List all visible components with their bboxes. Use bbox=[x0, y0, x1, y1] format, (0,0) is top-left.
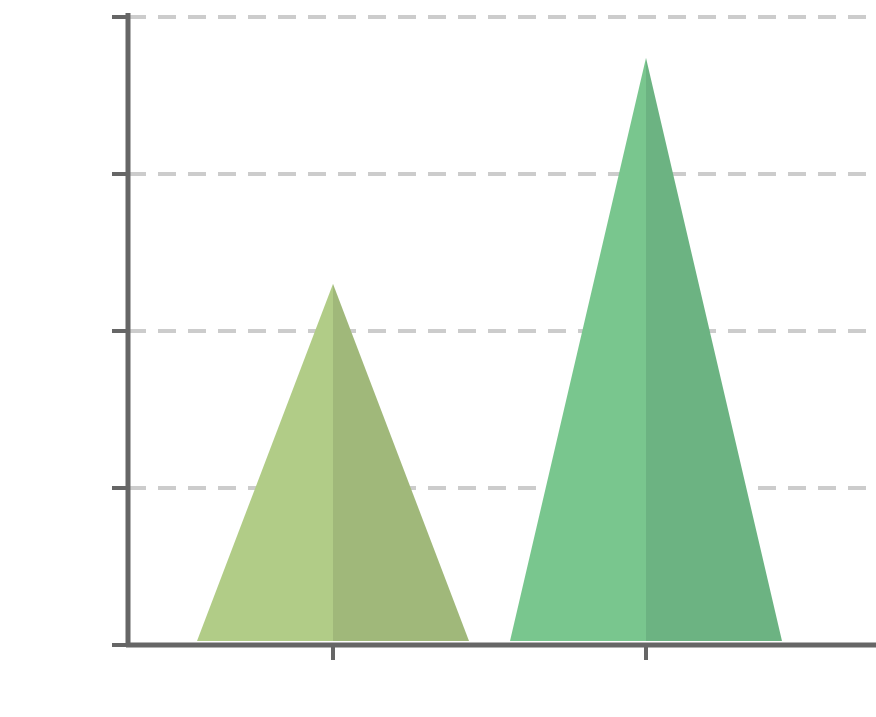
pyramid-right bbox=[646, 57, 782, 641]
pyramid-right bbox=[333, 283, 469, 641]
pyramid-left bbox=[197, 283, 333, 641]
pyramid-left bbox=[510, 57, 646, 641]
